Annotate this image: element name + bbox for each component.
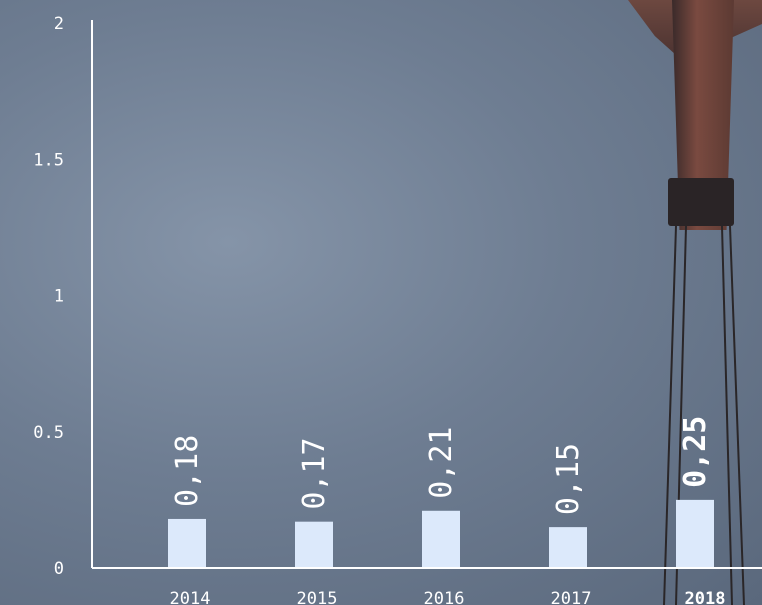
bar-2018 bbox=[676, 499, 714, 568]
bar-2016 bbox=[422, 510, 460, 568]
crane-cables bbox=[663, 225, 745, 605]
bar-2017 bbox=[549, 527, 587, 568]
bar-2014 bbox=[168, 518, 206, 568]
x-category-label: 2016 bbox=[424, 589, 465, 605]
x-category-label: 2015 bbox=[297, 589, 338, 605]
y-tick-label: 2 bbox=[54, 14, 64, 34]
x-category-label: 2018 bbox=[685, 589, 726, 605]
y-tick-label: 1 bbox=[54, 287, 64, 307]
y-tick-label: 1.5 bbox=[33, 150, 64, 170]
bar-value-label: 0,15 bbox=[551, 443, 586, 515]
y-tick-label: 0.5 bbox=[33, 423, 64, 443]
bar-value-label: 0,17 bbox=[297, 437, 332, 509]
bar-value-label: 0,25 bbox=[678, 416, 713, 488]
bar-2015 bbox=[295, 521, 333, 568]
bar-value-label: 0,18 bbox=[170, 435, 205, 507]
x-category-label: 2017 bbox=[551, 589, 592, 605]
x-category-label: 2014 bbox=[170, 589, 211, 605]
crane-pulley-block-photo bbox=[668, 178, 734, 226]
y-tick-label: 0 bbox=[54, 559, 64, 579]
bar-value-label: 0,21 bbox=[424, 427, 459, 499]
